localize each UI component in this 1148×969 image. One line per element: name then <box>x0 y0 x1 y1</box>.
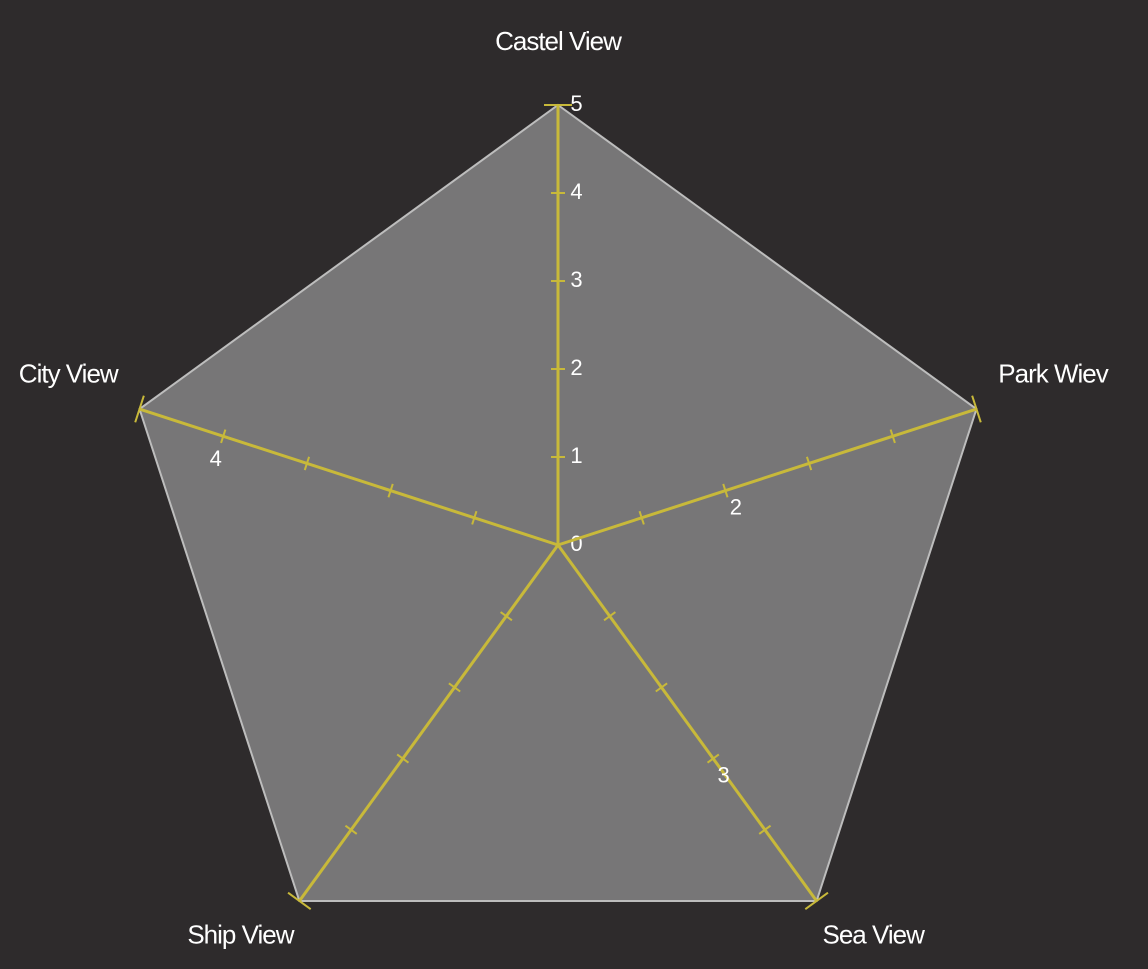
tick-label: 5 <box>570 91 582 116</box>
tick-mark <box>889 429 896 444</box>
tick-mark <box>804 891 829 911</box>
tick-mark <box>706 753 720 764</box>
category-label: City View <box>19 358 119 388</box>
category-label: Sea View <box>822 919 925 949</box>
tick-label: 2 <box>570 355 582 380</box>
tick-mark <box>971 395 982 423</box>
tick-mark <box>344 824 358 835</box>
category-label: Castel View <box>495 26 622 56</box>
tick-mark <box>396 753 410 764</box>
tick-mark <box>287 891 312 911</box>
category-label: Park Wiev <box>998 358 1108 388</box>
axis-line <box>139 407 559 547</box>
tick-mark <box>471 510 478 525</box>
axis-line <box>556 544 818 902</box>
axis-line <box>298 544 560 902</box>
tick-label: 4 <box>570 179 582 204</box>
tick-mark <box>448 682 461 693</box>
axis-line <box>557 407 977 547</box>
category-label: Ship View <box>187 919 294 949</box>
tick-label: 3 <box>570 267 582 292</box>
tick-label: 0 <box>570 531 582 556</box>
tick-mark <box>303 456 311 471</box>
tick-mark <box>603 611 616 622</box>
tick-mark <box>387 483 394 498</box>
tick-label: 2 <box>730 494 742 519</box>
tick-mark <box>655 682 668 693</box>
tick-mark <box>500 611 513 622</box>
tick-label: 1 <box>570 443 582 468</box>
tick-mark <box>638 510 645 525</box>
tick-mark <box>220 429 227 444</box>
tick-label: 3 <box>718 762 730 787</box>
tick-mark <box>722 483 729 498</box>
tick-mark <box>134 395 145 423</box>
tick-mark <box>758 824 772 835</box>
tick-mark <box>805 456 813 471</box>
tick-label: 4 <box>210 446 222 471</box>
